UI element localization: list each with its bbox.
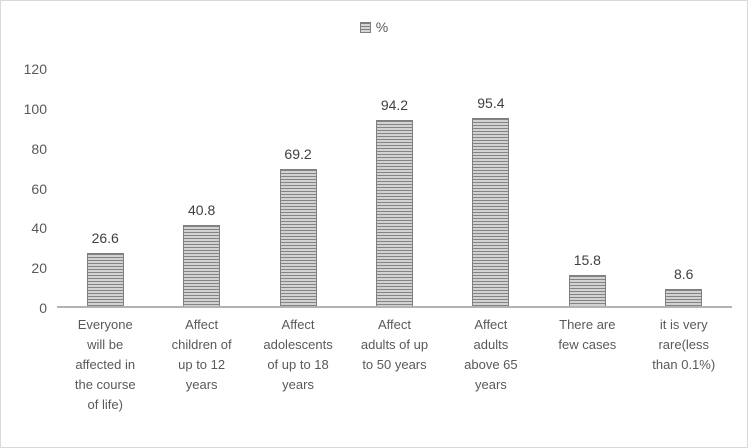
legend: % [1, 19, 747, 35]
bar [86, 253, 124, 306]
bar-value-label: 94.2 [380, 96, 409, 113]
bar-group: 95.4 [443, 69, 539, 306]
x-tick-label: Affect adults of up to 50 years [360, 317, 429, 372]
y-axis: 120 100 80 60 40 20 0 [1, 61, 47, 316]
x-tick-label: Everyone will be affected in the course … [74, 317, 136, 412]
x-tick-label: There are few cases [558, 317, 617, 352]
plot-area: 26.6 40.8 69.2 94.2 95.4 15.8 8.6 [57, 69, 732, 308]
x-axis-labels: Everyone will be affected in the course … [57, 315, 732, 415]
bar-group: 94.2 [346, 69, 442, 306]
legend-label: % [375, 19, 389, 35]
bar-group: 40.8 [153, 69, 249, 306]
bar-group: 8.6 [636, 69, 732, 306]
y-tick-label: 80 [31, 140, 47, 157]
bar [665, 289, 703, 306]
bar-value-label: 8.6 [674, 266, 694, 283]
bar-value-label: 69.2 [284, 146, 312, 163]
bar-group: 69.2 [250, 69, 346, 306]
y-tick-label: 20 [31, 260, 47, 277]
bar-value-label: 26.6 [91, 230, 119, 247]
x-tick-label: Affect adults above 65 years [464, 317, 518, 392]
y-tick-label: 60 [31, 180, 47, 197]
bar-value-label: 15.8 [573, 251, 601, 268]
bar [568, 274, 606, 306]
bar-value-label: 40.8 [188, 202, 216, 219]
bar [183, 225, 221, 306]
x-tick-label: Affect adolescents of up to 18 years [263, 317, 333, 392]
y-tick-label: 40 [31, 220, 47, 237]
bar [279, 169, 317, 306]
bar-value-label: 95.4 [477, 94, 505, 111]
bar-group: 15.8 [539, 69, 635, 306]
x-tick-label: Affect children of up to 12 years [171, 317, 232, 392]
bar [472, 117, 510, 306]
x-tick-label: it is very rare(less than 0.1%) [652, 317, 716, 372]
bar [375, 119, 413, 306]
y-tick-label: 0 [39, 300, 47, 316]
bar-group: 26.6 [57, 69, 153, 306]
y-tick-label: 120 [23, 61, 47, 77]
y-tick-label: 100 [23, 100, 47, 117]
legend-swatch-icon [359, 21, 371, 33]
